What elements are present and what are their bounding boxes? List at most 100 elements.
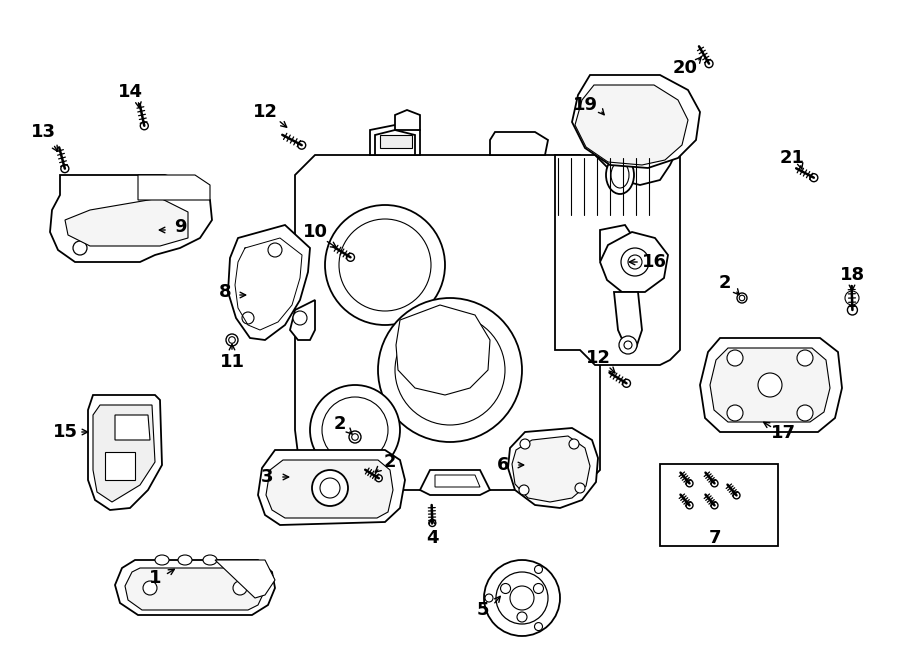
Polygon shape	[93, 405, 155, 502]
Polygon shape	[266, 460, 393, 518]
Circle shape	[233, 581, 247, 595]
Circle shape	[140, 122, 148, 130]
Circle shape	[242, 312, 254, 324]
Polygon shape	[435, 475, 480, 487]
Bar	[660, 464, 778, 546]
Circle shape	[268, 243, 282, 257]
Circle shape	[428, 520, 436, 527]
Polygon shape	[115, 560, 275, 615]
Text: 18: 18	[840, 266, 865, 284]
Text: 2: 2	[334, 415, 346, 433]
Circle shape	[621, 248, 649, 276]
Ellipse shape	[155, 555, 169, 565]
Polygon shape	[555, 155, 680, 365]
Circle shape	[349, 431, 361, 443]
Circle shape	[623, 379, 631, 387]
Text: 3: 3	[261, 468, 274, 486]
Circle shape	[395, 315, 505, 425]
Circle shape	[758, 373, 782, 397]
Text: 14: 14	[118, 83, 142, 101]
Circle shape	[797, 405, 813, 421]
Circle shape	[535, 565, 543, 574]
Text: 5: 5	[477, 601, 490, 619]
Circle shape	[621, 111, 635, 125]
Polygon shape	[380, 135, 412, 148]
Polygon shape	[65, 198, 188, 246]
Polygon shape	[375, 130, 415, 155]
Text: 12: 12	[586, 349, 610, 367]
Polygon shape	[420, 470, 490, 495]
Polygon shape	[512, 436, 590, 502]
Circle shape	[711, 480, 718, 487]
Ellipse shape	[178, 555, 192, 565]
Circle shape	[845, 291, 859, 305]
Circle shape	[517, 612, 527, 622]
Polygon shape	[572, 75, 700, 168]
Circle shape	[520, 439, 530, 449]
Circle shape	[534, 584, 544, 594]
Circle shape	[686, 480, 693, 487]
Circle shape	[569, 439, 579, 449]
Text: 8: 8	[219, 283, 231, 301]
Circle shape	[535, 623, 543, 631]
Circle shape	[226, 334, 238, 346]
Polygon shape	[228, 225, 310, 340]
Circle shape	[298, 141, 306, 149]
Circle shape	[575, 483, 585, 493]
Polygon shape	[115, 415, 150, 440]
Circle shape	[320, 478, 340, 498]
Polygon shape	[125, 568, 265, 610]
Polygon shape	[295, 155, 600, 490]
Circle shape	[312, 470, 348, 506]
Text: 2: 2	[719, 274, 731, 292]
Text: 16: 16	[642, 253, 667, 271]
Circle shape	[733, 492, 740, 499]
Text: 19: 19	[572, 96, 598, 114]
Circle shape	[711, 502, 718, 509]
Circle shape	[485, 594, 493, 602]
Circle shape	[310, 385, 400, 475]
Circle shape	[500, 584, 510, 594]
Circle shape	[293, 311, 307, 325]
Polygon shape	[105, 452, 135, 480]
Circle shape	[73, 241, 87, 255]
Circle shape	[484, 560, 560, 636]
Polygon shape	[258, 450, 405, 525]
Text: 1: 1	[148, 569, 161, 587]
Ellipse shape	[606, 156, 634, 194]
Polygon shape	[88, 395, 162, 510]
Polygon shape	[710, 348, 830, 422]
Text: 15: 15	[52, 423, 77, 441]
Polygon shape	[508, 428, 598, 508]
Text: 4: 4	[426, 529, 438, 547]
Polygon shape	[215, 560, 275, 598]
Circle shape	[61, 165, 68, 173]
Circle shape	[496, 572, 548, 624]
Circle shape	[178, 185, 192, 199]
Circle shape	[614, 104, 642, 132]
Circle shape	[531, 446, 575, 490]
Circle shape	[810, 174, 818, 182]
Polygon shape	[50, 175, 212, 262]
Circle shape	[628, 255, 642, 269]
Text: 6: 6	[497, 456, 509, 474]
Circle shape	[322, 397, 388, 463]
Polygon shape	[395, 110, 420, 130]
Circle shape	[797, 350, 813, 366]
Circle shape	[727, 405, 743, 421]
Text: 9: 9	[174, 218, 186, 236]
Text: 21: 21	[779, 149, 805, 167]
Circle shape	[727, 350, 743, 366]
Ellipse shape	[611, 162, 629, 188]
Circle shape	[510, 586, 534, 610]
Polygon shape	[600, 225, 635, 268]
Polygon shape	[290, 300, 315, 340]
Polygon shape	[600, 232, 668, 292]
Text: 17: 17	[770, 424, 796, 442]
Polygon shape	[614, 292, 642, 348]
Circle shape	[346, 253, 355, 261]
Text: 10: 10	[302, 223, 328, 241]
Text: 12: 12	[253, 103, 277, 121]
Circle shape	[705, 59, 713, 67]
Polygon shape	[700, 338, 842, 432]
